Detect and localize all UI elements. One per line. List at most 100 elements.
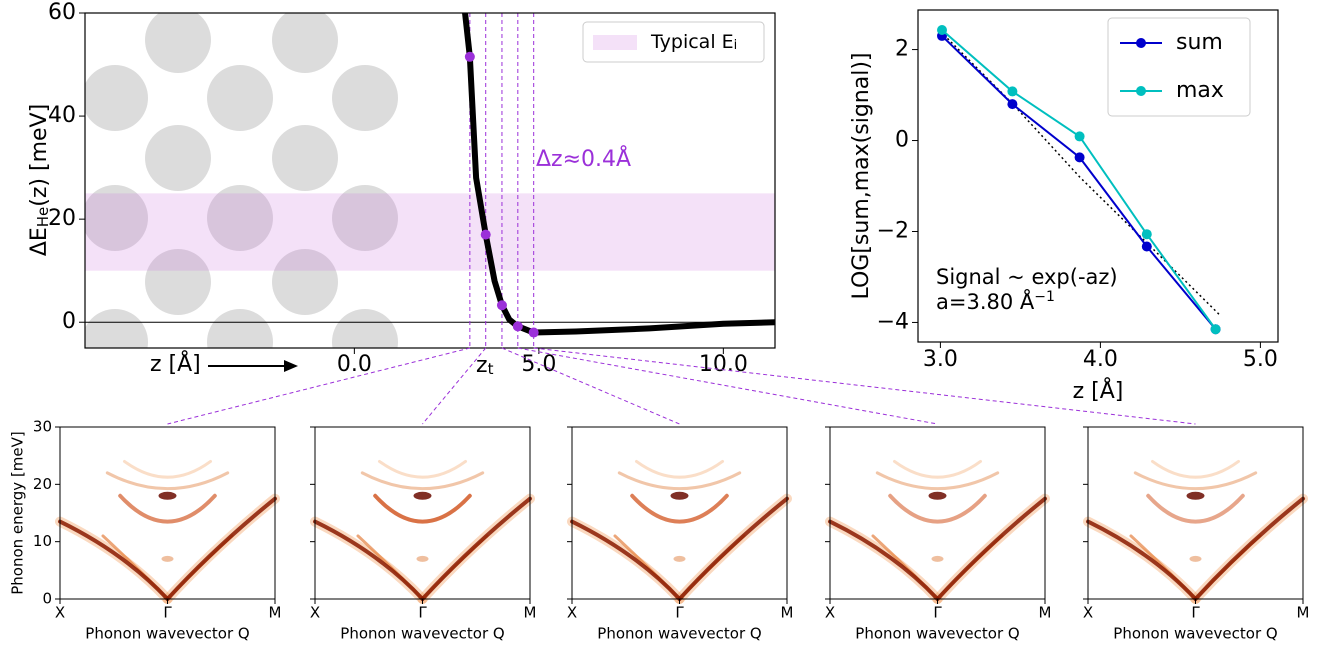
x-axis-arrowhead bbox=[284, 360, 298, 372]
legend-label: Typical Ei bbox=[650, 31, 737, 53]
spectrum-band bbox=[360, 471, 485, 491]
x-axis-label: z [Å] bbox=[1073, 377, 1124, 404]
spectrum-spot bbox=[416, 555, 429, 562]
spectrum-band bbox=[1133, 471, 1258, 491]
plot-frame bbox=[84, 12, 776, 349]
annotation-part: a=3.80 Å bbox=[936, 288, 1035, 314]
panel-frame bbox=[1087, 426, 1304, 600]
y-axis-label-part: He bbox=[34, 207, 52, 228]
potential-curve bbox=[462, 13, 775, 336]
spectrum-band bbox=[1146, 493, 1245, 524]
y-tick-label: 0 bbox=[895, 128, 909, 153]
spectrum-band bbox=[420, 496, 532, 601]
spectrum-spot bbox=[670, 491, 689, 500]
x-tick-label: 10.0 bbox=[699, 352, 748, 377]
spectrum-band bbox=[1083, 516, 1201, 604]
series-point bbox=[1210, 324, 1221, 335]
zt-label-part: t bbox=[488, 360, 494, 378]
y-tick-label: −4 bbox=[877, 309, 909, 334]
y-axis-label: ΔEHe(z) [meV] bbox=[27, 104, 52, 256]
x-tick-label: X bbox=[825, 604, 835, 622]
spectrum-band bbox=[617, 471, 742, 491]
y-tick-label: 20 bbox=[48, 206, 76, 231]
legend-patch bbox=[593, 35, 637, 50]
spectrum-spot bbox=[1186, 491, 1205, 500]
spectrum-spot bbox=[413, 491, 432, 500]
series-point bbox=[1141, 229, 1152, 240]
y-tick-label: 20 bbox=[33, 475, 52, 493]
legend-swatch-point bbox=[1136, 86, 1146, 96]
zt-label-part: z bbox=[476, 353, 488, 378]
spectrum-band bbox=[677, 496, 789, 601]
x-tick-label: M bbox=[781, 604, 794, 622]
legend-label-part: Typical E bbox=[650, 31, 734, 53]
spectrum-band bbox=[888, 493, 987, 524]
panel-frame bbox=[829, 426, 1046, 600]
y-tick-label: 10 bbox=[33, 532, 52, 550]
spectrum-band bbox=[165, 496, 277, 601]
marker-point bbox=[528, 327, 539, 338]
connector bbox=[167, 347, 470, 425]
spectrum-panel bbox=[825, 459, 1050, 604]
x-tick-label: M bbox=[1039, 604, 1052, 622]
x-tick-label: 4.0 bbox=[1083, 347, 1118, 372]
connector bbox=[533, 347, 1196, 425]
series-point bbox=[937, 25, 947, 36]
connector bbox=[517, 347, 938, 425]
x-axis-label: Phonon wavevector Q bbox=[855, 625, 1019, 643]
spectrum-band bbox=[378, 459, 467, 479]
spectrum-band bbox=[570, 519, 682, 601]
spectrum-band bbox=[893, 459, 982, 479]
delta-annotation: Δz≈0.4Å bbox=[536, 145, 631, 172]
spectrum-spot bbox=[158, 491, 177, 500]
spectrum-band bbox=[825, 516, 943, 604]
spectra: 0 10 20 30 X Γ M Phonon wavevector Q X Γ M Phonon w… bbox=[9, 418, 1310, 643]
x-tick-label: X bbox=[55, 604, 65, 622]
x-tick-label: M bbox=[269, 604, 282, 622]
spectrum-band bbox=[1086, 519, 1198, 601]
spectrum-band bbox=[118, 493, 217, 524]
zt-label: zt bbox=[476, 353, 494, 378]
surface-atoms bbox=[85, 13, 398, 348]
potential-plot bbox=[85, 13, 775, 348]
y-axis-label: Phonon energy [meV] bbox=[9, 431, 27, 595]
y-tick-label: 60 bbox=[48, 0, 76, 25]
x-axis-label: Phonon wavevector Q bbox=[1113, 625, 1277, 643]
x-tick-label: 5.0 bbox=[521, 352, 556, 377]
series-point bbox=[1074, 131, 1085, 142]
spectrum-band bbox=[935, 496, 1047, 601]
connector bbox=[422, 347, 487, 425]
y-tick-label: −2 bbox=[877, 218, 909, 243]
y-axis-label: LOG[sum,max(signal)] bbox=[849, 52, 874, 299]
x-tick-label: Γ bbox=[933, 604, 942, 622]
spectrum-spot bbox=[928, 491, 947, 500]
marker-point bbox=[464, 51, 475, 62]
series-point bbox=[1007, 86, 1018, 97]
spectrum-band bbox=[310, 516, 428, 604]
x-tick-label: Γ bbox=[163, 604, 172, 622]
spectrum-band bbox=[123, 459, 212, 479]
panel-frame bbox=[571, 426, 788, 600]
y-axis-label-part: ΔE bbox=[27, 227, 52, 256]
x-tick-label: Γ bbox=[675, 604, 684, 622]
spectrum-band bbox=[567, 516, 685, 604]
series-point bbox=[1007, 99, 1018, 110]
spectrum-band bbox=[875, 471, 1000, 491]
spectrum-band bbox=[58, 519, 170, 601]
marker-point bbox=[512, 321, 523, 332]
spectrum-band bbox=[635, 459, 724, 479]
series-point bbox=[1141, 241, 1152, 252]
energy-band bbox=[85, 193, 775, 271]
y-tick-label: 40 bbox=[48, 103, 76, 128]
marker-point bbox=[496, 300, 507, 311]
annotation-part: −1 bbox=[1034, 289, 1055, 305]
x-tick-label: X bbox=[1083, 604, 1093, 622]
legend-box bbox=[582, 21, 765, 63]
legend-label: sum bbox=[1176, 30, 1223, 55]
x-axis-label: z [Å] bbox=[150, 350, 201, 377]
spectrum-band bbox=[630, 493, 729, 524]
x-axis-label: Phonon wavevector Q bbox=[597, 625, 761, 643]
x-tick-label: X bbox=[567, 604, 577, 622]
x-axis-label: Phonon wavevector Q bbox=[85, 625, 249, 643]
